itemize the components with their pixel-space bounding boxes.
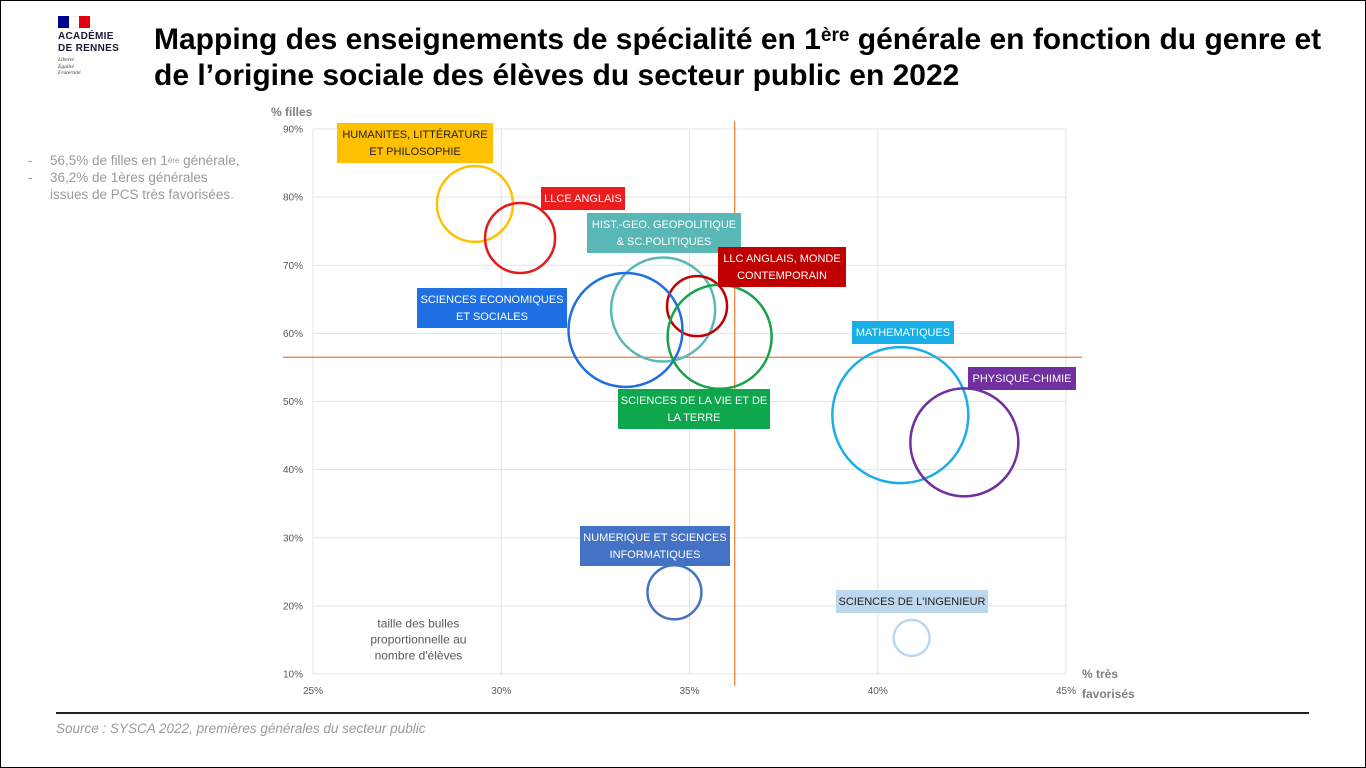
page-title: Mapping des enseignements de spécialité … [154, 22, 1354, 94]
bubble-label-box [541, 187, 625, 210]
bubble [892, 618, 931, 658]
bubble-label: & SC.POLITIQUES [617, 236, 712, 248]
bubble [609, 256, 717, 363]
source-note: Source : SYSCA 2022, premières générales… [56, 721, 426, 736]
size-note-line: proportionnelle au [370, 633, 466, 647]
y-tick-label: 20% [283, 601, 303, 612]
size-note-line: taille des bulles [377, 617, 459, 631]
y-tick-label: 90% [283, 125, 303, 136]
bubble [909, 387, 1020, 498]
x-tick-label: 45% [1056, 686, 1076, 697]
y-tick-label: 70% [283, 261, 303, 272]
x-tick-label: 40% [868, 686, 888, 697]
bubble-label: HUMANITES, LITTÉRATURE [342, 128, 487, 141]
title-sup: ère [820, 25, 850, 46]
size-note-line: nombre d'élèves [375, 649, 463, 663]
bubble-label-box [836, 590, 988, 613]
y-tick-label: 30% [283, 533, 303, 544]
x-tick-label: 25% [303, 686, 323, 697]
note-1-part1: 56,5% de filles en 1 [50, 153, 168, 168]
flag-white [68, 16, 80, 28]
x-axis-title: favorisés [1082, 687, 1135, 701]
bubble-label: MATHEMATIQUES [856, 327, 950, 339]
bubble-label: ET SOCIALES [456, 311, 528, 323]
note-item: - 56,5% de filles en 1ère générale, [28, 152, 248, 169]
logo-name-line1: ACADÉMIE [58, 31, 114, 42]
y-tick-label: 80% [283, 193, 303, 204]
note-text-1: 56,5% de filles en 1ère générale, [50, 152, 239, 169]
bubble [831, 345, 970, 485]
y-tick-label: 10% [283, 670, 303, 681]
x-axis-title: % très [1082, 667, 1118, 681]
note-item: - 36,2% de 1ères générales issues de PCS… [28, 169, 248, 203]
logo-name-line2: DE RENNES [58, 43, 120, 54]
french-flag-icon [58, 16, 91, 28]
title-part2: générale en fonction du genre et de l’or… [154, 23, 1322, 92]
bubble-label: LLCE ANGLAIS [544, 193, 622, 205]
title-part1: Mapping des enseignements de spécialité … [154, 23, 821, 56]
bubble-label: INFORMATIQUES [610, 549, 701, 561]
bubble-label-box [852, 321, 954, 344]
logo-motto: Liberté Égalité Fraternité [58, 57, 138, 77]
y-axis-title: % filles [271, 105, 313, 119]
motto-1: Liberté [58, 57, 74, 63]
y-tick-label: 50% [283, 397, 303, 408]
bubble-label-box [417, 288, 567, 328]
bubble-label: NUMERIQUE ET SCIENCES [583, 532, 726, 544]
bubble-label-box [718, 247, 846, 287]
academie-logo: ACADÉMIE DE RENNES Liberté Égalité Frate… [58, 16, 138, 77]
note-dash: - [28, 153, 33, 168]
note-text-2: 36,2% de 1ères générales issues de PCS t… [50, 170, 234, 202]
bubble [646, 564, 703, 621]
bubble-label: PHYSIQUE-CHIMIE [972, 373, 1071, 385]
y-tick-label: 40% [283, 465, 303, 476]
bubble-label-box [587, 213, 741, 253]
logo-name: ACADÉMIE DE RENNES [58, 31, 138, 55]
x-tick-label: 30% [491, 686, 511, 697]
motto-3: Fraternité [58, 70, 81, 76]
bubble-label-box [968, 367, 1076, 390]
motto-2: Égalité [58, 63, 74, 70]
notes-list: - 56,5% de filles en 1ère générale, - 36… [28, 152, 248, 203]
bubble [483, 201, 557, 275]
bubble [567, 271, 684, 389]
bubble-label: LLC ANGLAIS, MONDE [723, 253, 840, 265]
x-tick-label: 35% [679, 686, 699, 697]
bubble [665, 274, 729, 338]
bubble-label: ET PHILOSOPHIE [369, 146, 461, 158]
bubble-label: SCIENCES DE L'INGENIEUR [839, 596, 986, 608]
note-1-part2: générale, [179, 153, 240, 168]
bubble-label: SCIENCES DE LA VIE ET DE [621, 395, 768, 407]
bubble-label: HIST.-GEO. GEOPOLITIQUE [592, 219, 736, 231]
bubble-label: CONTEMPORAIN [737, 270, 827, 282]
note-1-sup: ère [167, 156, 180, 165]
footer-rule [56, 712, 1309, 714]
bubble-label: LA TERRE [668, 412, 721, 424]
y-tick-label: 60% [283, 329, 303, 340]
note-dash: - [28, 170, 33, 185]
bubble-label: SCIENCES ECONOMIQUES [420, 294, 563, 306]
bubble-label-box [618, 389, 770, 429]
bubble-label-box [337, 123, 493, 163]
flag-blue [58, 16, 69, 28]
flag-red [79, 16, 91, 28]
bubble-label-box [580, 526, 730, 566]
